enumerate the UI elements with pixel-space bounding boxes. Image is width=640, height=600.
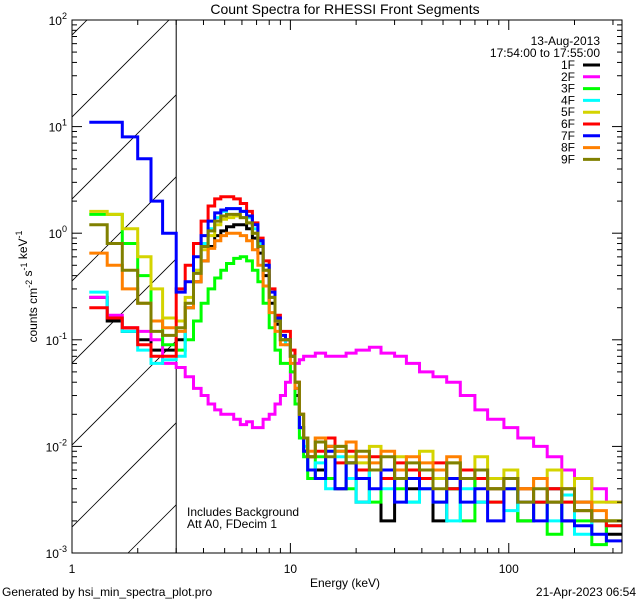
y-tick-base: 10 (49, 14, 63, 28)
y-label-unit: s (21, 271, 35, 280)
y-tick-exponent: -2 (59, 437, 67, 447)
y-tick-base: 10 (46, 440, 60, 454)
series-2F (89, 295, 622, 504)
x-axis-label: Energy (keV) (310, 576, 380, 590)
legend-label-9F: 9F (561, 152, 575, 166)
legend-date: 13-Aug-2013 (531, 34, 601, 48)
y-label-exponent: -1 (14, 230, 24, 238)
y-tick-label: 101 (49, 118, 67, 135)
hatch-line (72, 20, 170, 118)
x-tick-label: 10 (284, 562, 298, 576)
y-label-unit: counts cm (26, 288, 40, 343)
x-tick-label: 1 (69, 562, 76, 576)
y-axis-label: counts cm-2 s-1 keV-1 (14, 230, 40, 342)
hatch-line (72, 422, 177, 528)
plot-frame (71, 19, 623, 554)
y-tick-base: 10 (49, 227, 63, 241)
legend-label-6F: 6F (561, 117, 575, 131)
y-tick-label: 10-1 (46, 331, 67, 348)
legend-label-5F: 5F (561, 105, 575, 119)
legend-label-8F: 8F (561, 141, 575, 155)
y-tick-exponent: 2 (62, 11, 67, 21)
series-9F (89, 212, 622, 523)
y-label-exponent: -1 (19, 262, 29, 270)
hatch-line (72, 176, 177, 282)
hatch-line (72, 258, 177, 364)
series-7F (89, 120, 622, 543)
y-tick-label: 100 (49, 224, 67, 241)
y-label-unit: keV (16, 238, 30, 262)
legend-label-4F: 4F (561, 93, 575, 107)
footer-date: 21-Apr-2023 06:54 (536, 585, 636, 599)
y-tick-base: 10 (46, 547, 60, 561)
y-tick-exponent: -1 (59, 331, 67, 341)
footer-generated-by: Generated by hsi_min_spectra_plot.pro (2, 585, 212, 599)
annotation-attenuator: Att A0, FDecim 1 (187, 517, 277, 531)
y-tick-exponent: -3 (59, 544, 67, 554)
series-4F (89, 207, 622, 536)
legend-time-range: 17:54:00 to 17:55:00 (490, 46, 600, 60)
chart-title: Count Spectra for RHESSI Front Segments (210, 1, 479, 17)
y-tick-label: 10-3 (46, 544, 67, 561)
y-tick-label: 10-2 (46, 437, 67, 454)
x-tick-label: 100 (499, 562, 519, 576)
y-axis-label-text: counts cm-2 s-1 keV-1 (14, 230, 40, 342)
y-tick-exponent: 0 (62, 224, 67, 234)
hatch-line (620, 0, 640, 553)
annotation-background: Includes Background (187, 505, 299, 519)
legend-label-1F: 1F (561, 58, 575, 72)
y-tick-base: 10 (49, 121, 63, 135)
y-label-exponent: -2 (24, 280, 34, 288)
y-tick-exponent: 1 (62, 118, 67, 128)
hatch-line (72, 20, 88, 36)
y-tick-base: 10 (46, 334, 60, 348)
legend-label-7F: 7F (561, 129, 575, 143)
legend-label-3F: 3F (561, 82, 575, 96)
legend-label-2F: 2F (561, 70, 575, 84)
y-tick-label: 102 (49, 11, 67, 28)
series-group (89, 120, 622, 547)
